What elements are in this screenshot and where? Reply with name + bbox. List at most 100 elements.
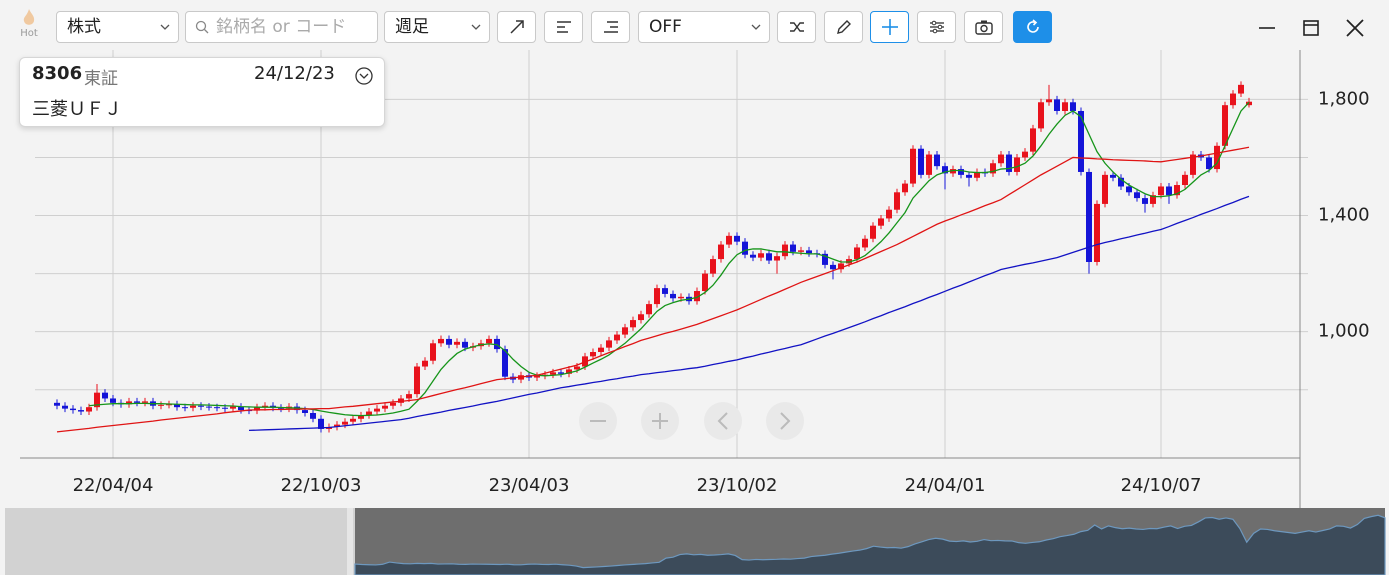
candle-body xyxy=(134,401,140,403)
candle-body xyxy=(374,408,380,412)
candle-body xyxy=(414,366,420,395)
candle-body xyxy=(918,148,924,175)
candle-body xyxy=(486,338,492,344)
candle-body xyxy=(254,407,260,411)
align-right-button[interactable] xyxy=(591,11,630,43)
candle-body xyxy=(1078,110,1084,172)
candle-body xyxy=(1054,99,1060,111)
candle-body xyxy=(358,415,364,419)
settings-button[interactable] xyxy=(917,11,956,43)
candle-body xyxy=(1006,154,1012,172)
minimize-button[interactable] xyxy=(1257,18,1277,38)
period-select[interactable]: 週足 xyxy=(384,11,490,43)
candle-body xyxy=(1150,195,1156,204)
candle-body xyxy=(1246,101,1252,106)
candle-body xyxy=(854,247,860,260)
candle-body xyxy=(990,163,996,174)
trendline-button[interactable] xyxy=(497,11,536,43)
hot-button[interactable]: Hot xyxy=(16,8,42,39)
candle-body xyxy=(846,259,852,264)
candle-body xyxy=(86,407,92,412)
candle-body xyxy=(54,402,60,406)
candle-body xyxy=(886,209,892,219)
candle-body xyxy=(630,320,636,328)
candle-body xyxy=(566,369,572,374)
candle-body xyxy=(718,244,724,260)
candle-body xyxy=(1062,102,1068,111)
scroll-left-button[interactable] xyxy=(704,402,742,440)
period-label: 週足 xyxy=(395,17,429,37)
stock-name: 三菱ＵＦＪ xyxy=(32,99,122,120)
candle-body xyxy=(614,334,620,341)
candle-body xyxy=(422,360,428,367)
candle-body xyxy=(1110,174,1116,178)
candle-body xyxy=(1206,157,1212,170)
zoom-out-button[interactable] xyxy=(579,402,617,440)
candle-body xyxy=(942,166,948,174)
candle-body xyxy=(1070,102,1076,111)
candle-body xyxy=(318,418,324,429)
search-box[interactable]: 銘柄名 or コード xyxy=(185,11,378,43)
market-label: 株式 xyxy=(67,17,101,37)
x-tick-label: 24/04/01 xyxy=(905,475,986,496)
search-placeholder: 銘柄名 or コード xyxy=(216,17,347,37)
candle-body xyxy=(190,405,196,408)
candle-body xyxy=(670,293,676,299)
candle-body xyxy=(654,288,660,305)
candle-body xyxy=(606,340,612,348)
moving-average-line xyxy=(88,101,1250,417)
candle-body xyxy=(214,407,220,409)
stock-date: 24/12/23 xyxy=(254,63,335,84)
candle-body xyxy=(342,421,348,425)
candle-body xyxy=(1182,174,1188,186)
scroll-right-button[interactable] xyxy=(766,402,804,440)
close-button[interactable] xyxy=(1345,18,1365,38)
draw-button[interactable] xyxy=(824,11,863,43)
shuffle-button[interactable] xyxy=(777,11,816,43)
candle-body xyxy=(966,174,972,178)
stock-tooltip: 8306 東証 24/12/23 三菱ＵＦＪ xyxy=(19,57,385,127)
candle-body xyxy=(934,154,940,167)
candle-body xyxy=(1118,177,1124,187)
market-select[interactable]: 株式 xyxy=(56,11,179,43)
candle-body xyxy=(878,218,884,226)
candle-body xyxy=(782,244,788,257)
candle-body xyxy=(894,192,900,210)
candle-body xyxy=(926,154,932,175)
candle-body xyxy=(182,407,188,409)
candle-body xyxy=(534,375,540,378)
navigator-handle[interactable] xyxy=(347,508,353,575)
candle-body xyxy=(454,341,460,345)
candle-body xyxy=(126,401,132,405)
expand-button[interactable] xyxy=(354,66,374,86)
candle-body xyxy=(774,256,780,261)
x-tick-label: 22/04/04 xyxy=(73,475,154,496)
candle-body xyxy=(382,405,388,409)
x-tick-label: 23/10/02 xyxy=(697,475,778,496)
candle-body xyxy=(574,366,580,370)
screenshot-button[interactable] xyxy=(964,11,1003,43)
indicator-select[interactable]: OFF xyxy=(638,11,770,43)
grid xyxy=(35,50,1308,458)
maximize-button[interactable] xyxy=(1301,18,1321,38)
refresh-button[interactable] xyxy=(1013,11,1052,43)
zoom-in-button[interactable] xyxy=(641,402,679,440)
candle-body xyxy=(1174,185,1180,196)
candle-body xyxy=(646,304,652,315)
crosshair-button[interactable] xyxy=(870,11,909,43)
candle-body xyxy=(950,169,956,174)
candle-body xyxy=(406,394,412,399)
moving-average-line xyxy=(248,195,1250,432)
candle-body xyxy=(830,264,836,270)
candle-body xyxy=(1102,174,1108,204)
candle-body xyxy=(726,235,732,245)
indicator-label: OFF xyxy=(649,17,682,37)
candle-body xyxy=(702,273,708,292)
align-left-button[interactable] xyxy=(544,11,583,43)
candle-body xyxy=(766,253,772,261)
candle-body xyxy=(62,405,68,409)
candle-body xyxy=(462,341,468,348)
candle-body xyxy=(334,424,340,427)
candle-body xyxy=(1022,151,1028,158)
